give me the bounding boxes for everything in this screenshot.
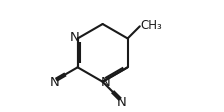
Text: CH₃: CH₃ [140, 19, 162, 32]
Text: N: N [116, 96, 126, 109]
Text: N: N [101, 76, 110, 89]
Text: N: N [70, 31, 80, 44]
Text: N: N [50, 76, 60, 89]
